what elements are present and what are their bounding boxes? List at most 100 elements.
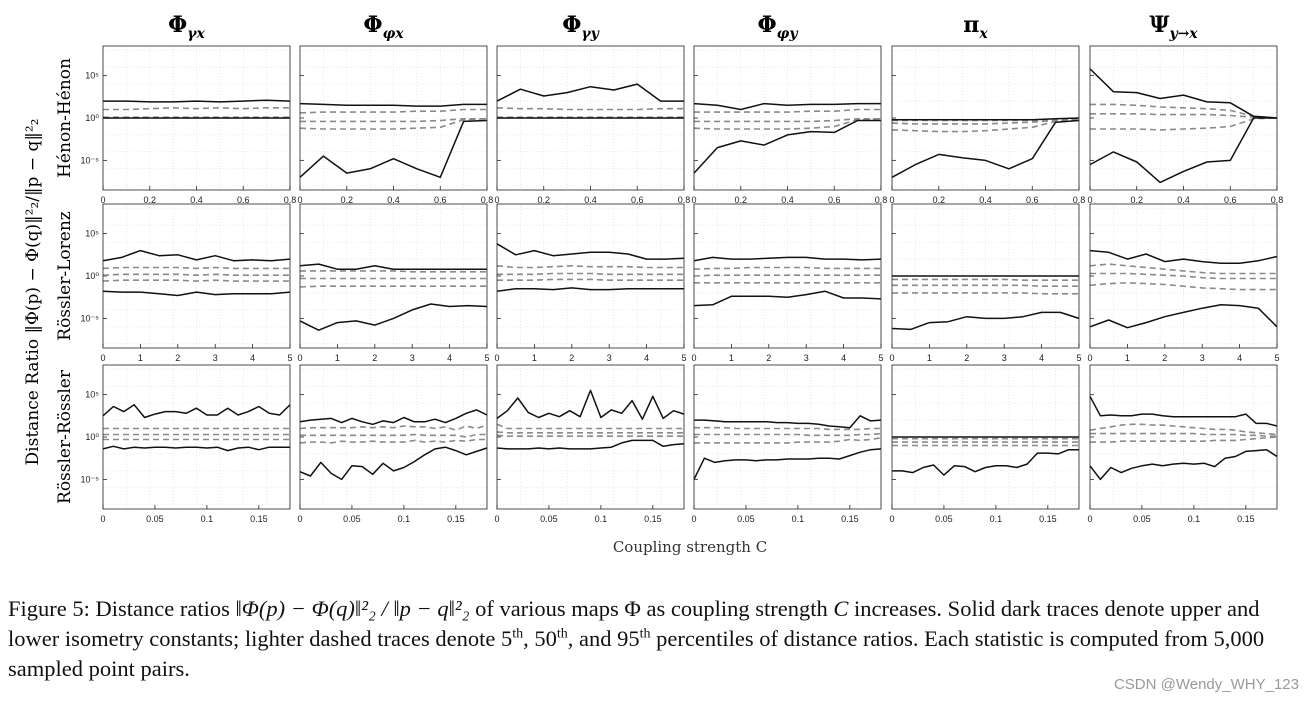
- panel: 0 0.05 0.1 0.15: [691, 364, 882, 524]
- panel: 0 0.05 0.1 0.15: [494, 364, 685, 524]
- x-tick-label: 1: [138, 353, 143, 363]
- x-tick-label: 0.6: [434, 195, 447, 205]
- column-title: Ψy→x: [1149, 12, 1198, 42]
- x-tick-label: 0.6: [631, 195, 644, 205]
- x-tick-label: 1: [532, 353, 537, 363]
- series-lower: [299, 446, 488, 481]
- x-tick-label: 0: [691, 195, 696, 205]
- x-tick-label: 0: [494, 514, 499, 524]
- y-tick-label: 10⁰: [85, 113, 99, 123]
- series-upper: [1089, 249, 1278, 265]
- series-lower: [102, 445, 290, 452]
- series-lower: [299, 303, 488, 331]
- x-tick-label: 0.8: [875, 195, 888, 205]
- panel-frame: [299, 203, 488, 349]
- x-tick-label: 0.4: [584, 195, 597, 205]
- x-tick-label: 2: [964, 353, 969, 363]
- series-lower: [299, 119, 488, 179]
- x-tick-label: 3: [1200, 353, 1205, 363]
- series-p50: [891, 118, 1080, 125]
- x-tick-label: 0.2: [932, 195, 945, 205]
- series-lower: [1089, 448, 1278, 481]
- column-title: Φφy: [758, 12, 799, 42]
- panel-frame: [891, 364, 1080, 510]
- series-p95: [496, 107, 684, 111]
- x-tick-label: 0.05: [540, 514, 558, 524]
- series-p50: [497, 272, 684, 276]
- panel: 0 0.2 0.4 0.6 0.8: [691, 45, 888, 205]
- series-upper: [299, 409, 488, 426]
- figure-caption: Figure 5: Distance ratios ‖Φ(p) − Φ(q)‖²…: [8, 596, 1265, 681]
- series-p95: [300, 270, 487, 273]
- series-p95: [299, 108, 487, 114]
- x-tick-label: 0: [297, 353, 302, 363]
- x-tick-label: 0.4: [387, 195, 400, 205]
- x-tick-label: 0.4: [979, 195, 992, 205]
- series-upper: [693, 256, 882, 262]
- series-lower: [693, 448, 882, 480]
- x-tick-label: 0: [297, 514, 302, 524]
- x-tick-label: 0.6: [237, 195, 250, 205]
- x-tick-label: 5: [681, 353, 686, 363]
- x-tick-label: 3: [607, 353, 612, 363]
- series-upper: [299, 263, 487, 270]
- series-p50: [1090, 432, 1277, 438]
- series-p5: [299, 438, 487, 444]
- panel: 0 0.2 0.4 0.6 0.8: [297, 45, 493, 205]
- column-title-subscript: φx: [383, 26, 405, 42]
- x-tick-label: 0.15: [447, 514, 465, 524]
- column-title: Φφx: [363, 12, 404, 42]
- column-title-subscript: φy: [777, 26, 799, 42]
- series-p50: [1090, 272, 1277, 280]
- y-tick-label: 10⁵: [85, 71, 99, 81]
- series-p5: [1089, 281, 1277, 291]
- x-tick-label: 0.05: [1133, 514, 1151, 524]
- x-tick-label: 3: [1002, 353, 1007, 363]
- series-lower: [496, 287, 684, 292]
- x-tick-label: 4: [250, 353, 255, 363]
- series-p50: [892, 284, 1079, 288]
- x-tick-label: 0.15: [1039, 514, 1057, 524]
- series-p95: [1089, 423, 1278, 436]
- series-lower: [891, 311, 1080, 331]
- panel: 0 1 2 3 4 5: [297, 203, 490, 363]
- x-tick-label: 5: [287, 353, 292, 363]
- series-upper: [103, 99, 291, 103]
- x-tick-label: 0.2: [537, 195, 550, 205]
- x-tick-label: 4: [841, 353, 846, 363]
- series-p95: [1089, 263, 1277, 275]
- series-upper: [1089, 395, 1278, 427]
- panel: 0 1 2 3 4 5: [1087, 203, 1280, 363]
- x-tick-label: 0: [100, 514, 105, 524]
- series-p5: [299, 118, 488, 130]
- x-tick-label: 5: [878, 353, 883, 363]
- panel-frame: [891, 203, 1080, 349]
- panel: 0 0.05 0.1 0.15: [1087, 364, 1278, 524]
- x-tick-label: 1: [335, 353, 340, 363]
- figure-grid: Φγx Φφx Φγy Φφy πx Ψy→x Distance Ratio ‖Φ(p) −…: [23, 12, 1284, 556]
- x-tick-label: 0.2: [340, 195, 353, 205]
- panel-frame: [299, 364, 488, 510]
- x-tick-label: 0.1: [201, 514, 214, 524]
- panel-frame: [693, 364, 882, 510]
- x-tick-label: 2: [569, 353, 574, 363]
- x-tick-label: 0: [494, 195, 499, 205]
- column-title: Φγx: [168, 12, 205, 42]
- x-tick-label: 2: [766, 353, 771, 363]
- series-p95: [892, 278, 1079, 282]
- watermark: CSDN @Wendy_WHY_123: [1113, 676, 1299, 693]
- series-p5: [892, 292, 1079, 295]
- x-tick-label: 2: [175, 353, 180, 363]
- column-title-subscript: γx: [187, 26, 205, 42]
- x-tick-label: 3: [213, 353, 218, 363]
- series-upper: [694, 415, 882, 429]
- x-tick-label: 0.15: [841, 514, 859, 524]
- x-tick-label: 2: [372, 353, 377, 363]
- series-upper: [496, 243, 685, 260]
- panel: 0 0.2 0.4 0.6 0.8: [494, 45, 690, 205]
- x-tick-label: 0.8: [1271, 195, 1284, 205]
- series-p5: [694, 437, 882, 444]
- series-upper: [1089, 68, 1278, 119]
- x-tick-label: 0: [100, 353, 105, 363]
- x-tick-label: 0: [297, 195, 302, 205]
